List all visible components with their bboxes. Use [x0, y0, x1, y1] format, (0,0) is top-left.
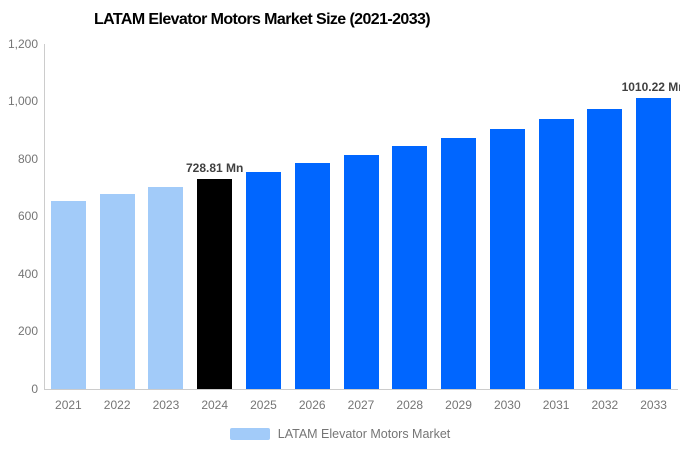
x-axis-label-2030: 2030 [493, 398, 521, 412]
bar-2027[interactable] [343, 155, 379, 389]
bar-2030[interactable] [489, 128, 525, 389]
x-axis-label-2024: 2024 [201, 398, 229, 412]
y-axis-tick-label: 400 [17, 266, 38, 281]
bar-2031[interactable] [538, 118, 574, 389]
bar-2021[interactable] [50, 200, 86, 389]
x-axis-label-2021: 2021 [55, 398, 82, 412]
bar-2022[interactable] [99, 193, 135, 389]
x-axis-label-2032: 2032 [591, 398, 619, 412]
legend[interactable]: LATAM Elevator Motors Market [0, 426, 680, 442]
bar-2029[interactable] [441, 137, 477, 389]
bar-2024[interactable] [197, 179, 233, 389]
data-label-2033: 1010.22 Mn [621, 80, 680, 95]
y-axis-line [44, 44, 45, 389]
x-axis-label-2026: 2026 [298, 398, 326, 412]
chart-title: LATAM Elevator Motors Market Size (2021-… [93, 11, 431, 28]
bar-2023[interactable] [148, 186, 184, 389]
y-axis-tick-label: 200 [17, 324, 38, 339]
bar-2032[interactable] [587, 108, 623, 389]
bar-2025[interactable] [245, 171, 281, 389]
x-axis-label-2022: 2022 [103, 398, 131, 412]
y-axis-tick-label: 800 [17, 151, 38, 166]
x-axis-label-2029: 2029 [445, 398, 472, 412]
bar-2028[interactable] [392, 146, 428, 389]
x-axis-label-2023: 2023 [152, 398, 180, 412]
y-axis-tick-label: 1,200 [7, 36, 38, 51]
x-axis-label-2027: 2027 [347, 398, 375, 412]
x-axis-label-2025: 2025 [250, 398, 277, 412]
data-label-2024: 728.81 Mn [186, 161, 244, 176]
bar-2033[interactable] [636, 98, 672, 389]
x-axis-label-2031: 2031 [542, 398, 570, 412]
y-axis-tick-label: 0 [31, 382, 38, 396]
x-axis-label-2028: 2028 [396, 398, 424, 412]
bar-2026[interactable] [294, 163, 330, 389]
legend-swatch [229, 428, 270, 440]
legend-label: LATAM Elevator Motors Market [277, 427, 451, 441]
y-axis-tick-label: 1,000 [7, 94, 38, 109]
x-axis-line [44, 389, 678, 390]
x-axis-label-2033: 2033 [640, 398, 667, 412]
y-axis-tick-label: 600 [17, 209, 38, 224]
